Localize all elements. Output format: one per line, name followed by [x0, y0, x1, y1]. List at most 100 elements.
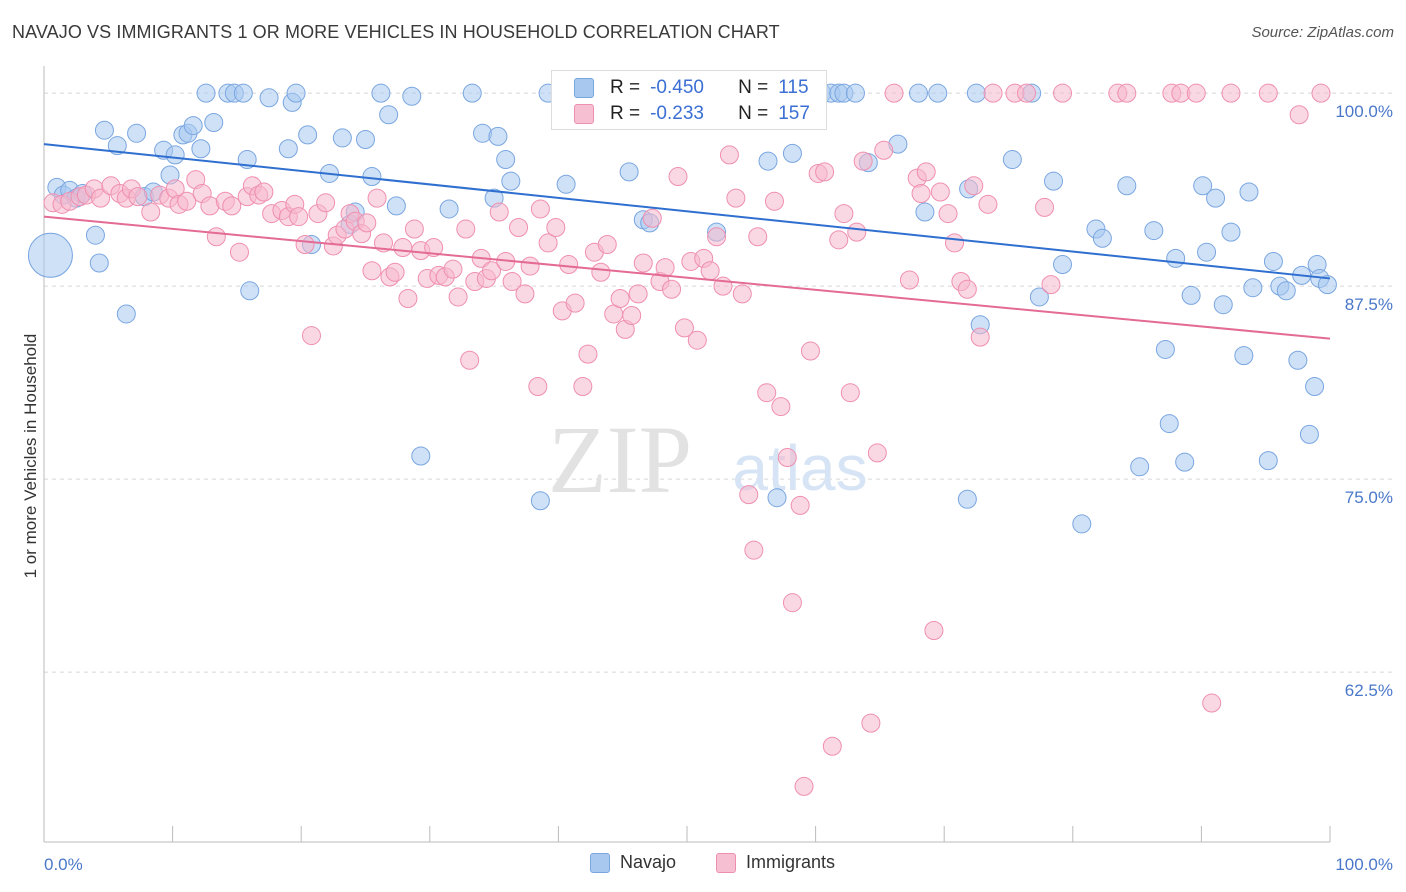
immigrants-point: [456, 219, 476, 239]
immigrants-point: [489, 202, 509, 222]
immigrants-point: [502, 272, 522, 292]
navajo-point: [908, 83, 928, 103]
navajo-point: [1155, 339, 1175, 359]
navajo-point: [530, 491, 550, 511]
immigrants-point: [362, 261, 382, 281]
immigrants-point: [1311, 83, 1331, 103]
navajo-point: [362, 167, 382, 187]
immigrants-point: [944, 233, 964, 253]
navajo-point: [85, 225, 105, 245]
navajo-point: [127, 123, 147, 143]
navajo-point: [1053, 255, 1073, 275]
immigrants-point: [771, 397, 791, 417]
immigrants-point: [460, 350, 480, 370]
tick-labels: 62.5% 75.0% 87.5% 100.0% 0.0% 100.0%: [44, 102, 1393, 874]
legend-item-navajo[interactable]: Navajo: [590, 852, 676, 873]
legend-label-immigrants: Immigrants: [746, 852, 836, 872]
immigrants-r-value: -0.233: [650, 103, 704, 124]
navajo-point: [1305, 377, 1325, 397]
immigrants-point: [668, 167, 688, 187]
immigrants-point: [357, 213, 377, 233]
x-tick-label: 0.0%: [44, 855, 83, 874]
immigrants-point: [764, 191, 784, 211]
immigrants-point: [316, 193, 336, 213]
immigrants-point: [840, 383, 860, 403]
immigrants-point: [938, 204, 958, 224]
immigrants-point: [633, 253, 653, 273]
immigrants-point: [565, 293, 585, 313]
immigrants-point: [790, 495, 810, 515]
navajo-point: [1117, 176, 1137, 196]
navajo-point: [1239, 182, 1259, 202]
navajo-point: [915, 202, 935, 222]
immigrants-point: [719, 145, 739, 165]
navajo-point: [183, 116, 203, 136]
navajo-point: [928, 83, 948, 103]
immigrants-point: [1202, 693, 1222, 713]
navajo-point: [233, 83, 253, 103]
immigrants-point: [1221, 83, 1241, 103]
navajo-point: [1213, 295, 1233, 315]
immigrants-point: [726, 188, 746, 208]
navajo-point: [1197, 242, 1217, 262]
navajo-point: [845, 83, 865, 103]
navajo-r-value: -0.450: [650, 77, 704, 98]
trend-line-navajo: [43, 143, 1331, 280]
immigrants-point: [930, 182, 950, 202]
immigrants-point: [1186, 83, 1206, 103]
navajo-point: [957, 489, 977, 509]
immigrants-point: [515, 284, 535, 304]
navajo-point: [240, 281, 260, 301]
immigrants-n-label: N =: [738, 103, 769, 124]
immigrants-point: [911, 184, 931, 204]
navajo-point: [488, 126, 508, 146]
immigrants-point: [404, 219, 424, 239]
immigrants-point: [528, 377, 548, 397]
navajo-point: [1317, 275, 1337, 295]
immigrants-point: [622, 305, 642, 325]
y-tick-label: 100.0%: [1335, 102, 1393, 121]
navajo-point: [89, 253, 109, 273]
immigrants-point: [782, 593, 802, 613]
immigrants-point: [128, 187, 148, 207]
navajo-point: [462, 83, 482, 103]
navajo-point: [411, 446, 431, 466]
immigrants-point: [448, 287, 468, 307]
immigrants-point: [964, 176, 984, 196]
navajo-point: [1175, 452, 1195, 472]
immigrants-point: [884, 83, 904, 103]
series-immigrants: [43, 83, 1331, 796]
navajo-point: [107, 136, 127, 156]
immigrants-point: [744, 540, 764, 560]
immigrants-point: [983, 83, 1003, 103]
immigrants-point: [899, 270, 919, 290]
immigrants-point: [443, 259, 463, 279]
immigrants-point: [520, 256, 540, 276]
immigrants-swatch: [574, 104, 594, 124]
immigrants-point: [978, 194, 998, 214]
immigrants-point: [867, 443, 887, 463]
navajo-point: [259, 88, 279, 108]
navajo-point: [1263, 251, 1283, 271]
navajo-point: [1193, 176, 1213, 196]
navajo-point: [332, 128, 352, 148]
immigrants-point: [628, 284, 648, 304]
legend-item-immigrants[interactable]: Immigrants: [716, 852, 835, 873]
immigrants-point: [1017, 83, 1037, 103]
navajo-point: [473, 123, 493, 143]
trend-lines: [43, 143, 1331, 340]
immigrants-point: [222, 196, 242, 216]
navajo-swatch: [574, 78, 594, 98]
immigrants-point: [1035, 197, 1055, 217]
immigrants-point: [687, 330, 707, 350]
x-tick-label: 100.0%: [1335, 855, 1393, 874]
immigrants-point: [367, 188, 387, 208]
navajo-point: [1092, 228, 1112, 248]
navajo-point: [758, 151, 778, 171]
navajo-point: [1002, 150, 1022, 170]
navajo-point: [1181, 285, 1201, 305]
navajo-n-label: N =: [738, 77, 769, 98]
immigrants-point: [546, 217, 566, 237]
immigrants-point: [674, 318, 694, 338]
navajo-point: [286, 83, 306, 103]
